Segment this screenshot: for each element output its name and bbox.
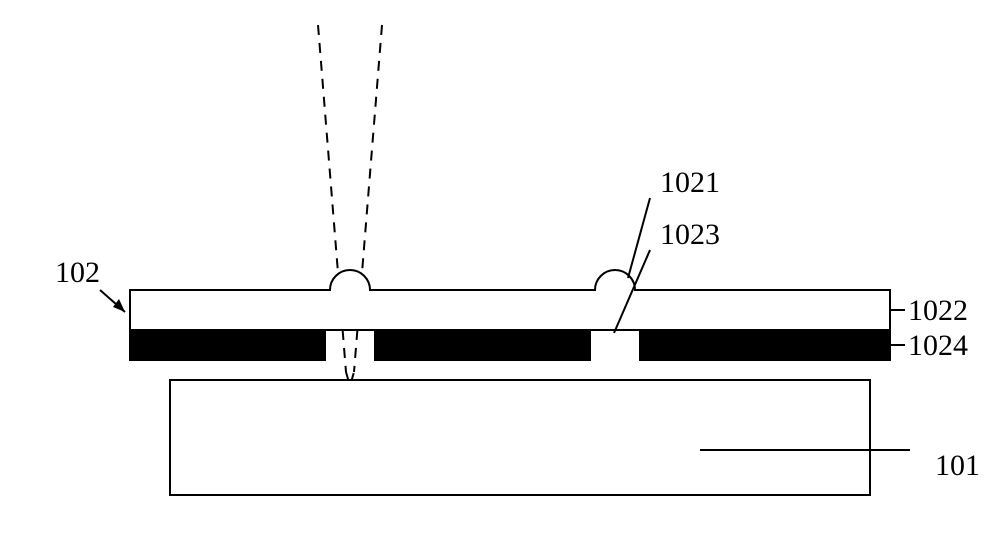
label-1021: 1021 [660,166,720,199]
label-1023: 1023 [660,218,720,251]
substrate-rect [170,380,870,495]
arrow-102-head [113,299,125,312]
lens-1021-leader [628,198,650,278]
lower-layer-segment-0 [130,330,325,360]
diagram-root: 101 10241022 102 1023 1021 [0,0,1000,546]
label-1024: 1024 [908,329,968,362]
upper-layer-outline [130,270,890,330]
lower-layer-segment-1 [375,330,590,360]
label-1022: 1022 [908,294,968,327]
label-102: 102 [55,256,100,289]
lower-layer-segment-2 [640,330,890,360]
label-101: 101 [935,449,980,482]
